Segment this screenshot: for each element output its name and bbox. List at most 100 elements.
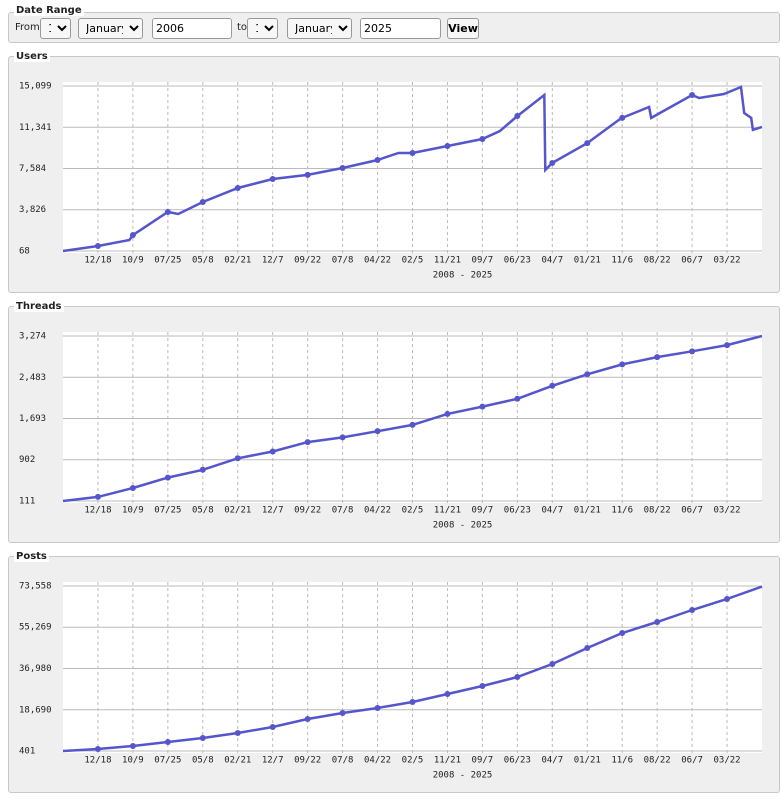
data-point bbox=[129, 232, 136, 239]
data-point bbox=[724, 342, 731, 349]
x-tick-label: 02/5 bbox=[402, 506, 424, 516]
x-tick-label: 09/7 bbox=[472, 506, 494, 516]
y-tick-label: 7,584 bbox=[19, 164, 46, 174]
data-point bbox=[654, 354, 661, 361]
x-tick-label: 11/21 bbox=[434, 756, 461, 766]
y-tick-label: 68 bbox=[19, 247, 30, 257]
data-point bbox=[164, 209, 171, 216]
data-point bbox=[234, 184, 241, 191]
data-point bbox=[164, 739, 171, 746]
data-point bbox=[269, 448, 276, 455]
x-tick-label: 11/21 bbox=[434, 256, 461, 266]
data-point bbox=[549, 382, 556, 389]
from-day[interactable]: 1 bbox=[40, 18, 71, 39]
to-month[interactable]: January bbox=[287, 18, 352, 39]
data-point bbox=[689, 91, 696, 98]
data-point bbox=[199, 466, 206, 473]
x-tick-label: 12/18 bbox=[84, 506, 111, 516]
data-point bbox=[444, 410, 451, 417]
x-tick-label: 12/7 bbox=[262, 506, 284, 516]
data-point bbox=[374, 704, 381, 711]
data-point bbox=[479, 136, 486, 143]
data-point bbox=[304, 439, 311, 446]
x-tick-label: 06/23 bbox=[504, 756, 531, 766]
x-tick-label: 01/21 bbox=[574, 256, 601, 266]
y-tick-label: 902 bbox=[19, 455, 35, 465]
data-point bbox=[339, 709, 346, 716]
x-tick-label: 02/21 bbox=[224, 256, 251, 266]
from-month[interactable]: January bbox=[78, 18, 143, 39]
x-tick-label: 02/21 bbox=[224, 506, 251, 516]
view-button[interactable]: View bbox=[447, 18, 479, 39]
data-point bbox=[339, 434, 346, 441]
x-tick-label: 07/25 bbox=[154, 506, 181, 516]
x-tick-label: 01/21 bbox=[574, 506, 601, 516]
data-point bbox=[514, 395, 521, 402]
x-tick-label: 09/7 bbox=[472, 256, 494, 266]
x-tick-label: 03/22 bbox=[714, 256, 741, 266]
x-tick-label: 08/22 bbox=[644, 256, 671, 266]
y-tick-label: 18,690 bbox=[19, 705, 52, 715]
data-point bbox=[374, 156, 381, 163]
x-tick-label: 05/8 bbox=[192, 256, 214, 266]
x-tick-label: 02/21 bbox=[224, 756, 251, 766]
data-point bbox=[199, 199, 206, 206]
data-point bbox=[479, 682, 486, 689]
x-tick-label: 12/7 bbox=[262, 756, 284, 766]
data-point bbox=[584, 140, 591, 147]
y-tick-label: 1,693 bbox=[19, 414, 46, 424]
x-tick-label: 06/23 bbox=[504, 256, 531, 266]
x-tick-label: 12/18 bbox=[84, 756, 111, 766]
x-tick-label: 11/6 bbox=[611, 256, 633, 266]
x-axis-label: 2008 - 2025 bbox=[433, 521, 493, 531]
data-point bbox=[339, 164, 346, 171]
data-point bbox=[479, 403, 486, 410]
x-tick-label: 06/7 bbox=[681, 256, 703, 266]
x-tick-label: 02/5 bbox=[402, 256, 424, 266]
x-tick-label: 07/8 bbox=[332, 506, 354, 516]
x-tick-label: 10/9 bbox=[122, 506, 144, 516]
data-point bbox=[94, 745, 101, 752]
y-tick-label: 111 bbox=[19, 497, 35, 507]
data-point bbox=[514, 673, 521, 680]
y-tick-label: 11,341 bbox=[19, 123, 52, 133]
data-point bbox=[129, 485, 136, 492]
data-point bbox=[409, 698, 416, 705]
to-year[interactable] bbox=[360, 18, 441, 39]
x-tick-label: 04/7 bbox=[541, 756, 563, 766]
x-tick-label: 11/21 bbox=[434, 506, 461, 516]
data-point bbox=[654, 618, 661, 625]
x-tick-label: 04/22 bbox=[364, 256, 391, 266]
x-axis-label: 2008 - 2025 bbox=[433, 271, 493, 281]
y-tick-label: 3,826 bbox=[19, 205, 46, 215]
x-tick-label: 06/7 bbox=[681, 756, 703, 766]
y-tick-label: 55,269 bbox=[19, 623, 52, 633]
x-tick-label: 04/22 bbox=[364, 756, 391, 766]
data-point bbox=[269, 724, 276, 731]
data-point bbox=[374, 428, 381, 435]
x-tick-label: 12/18 bbox=[84, 256, 111, 266]
x-tick-label: 07/25 bbox=[154, 256, 181, 266]
x-tick-label: 06/23 bbox=[504, 506, 531, 516]
x-axis-label: 2008 - 2025 bbox=[433, 771, 493, 781]
x-tick-label: 12/7 bbox=[262, 256, 284, 266]
data-point bbox=[94, 493, 101, 500]
from-year[interactable] bbox=[152, 18, 232, 39]
data-point bbox=[444, 143, 451, 150]
y-tick-label: 73,558 bbox=[19, 582, 52, 592]
to-label: to bbox=[237, 22, 248, 33]
data-point bbox=[689, 348, 696, 355]
x-tick-label: 11/6 bbox=[611, 506, 633, 516]
data-point bbox=[549, 660, 556, 667]
to-day[interactable]: 1 bbox=[247, 18, 278, 39]
data-point bbox=[584, 371, 591, 378]
data-point bbox=[549, 159, 556, 166]
y-tick-label: 2,483 bbox=[19, 373, 46, 383]
data-point bbox=[619, 114, 626, 121]
data-point bbox=[514, 112, 521, 119]
x-tick-label: 10/9 bbox=[122, 756, 144, 766]
data-line bbox=[62, 85, 763, 253]
x-tick-label: 04/7 bbox=[541, 256, 563, 266]
from-label: From bbox=[15, 22, 40, 33]
